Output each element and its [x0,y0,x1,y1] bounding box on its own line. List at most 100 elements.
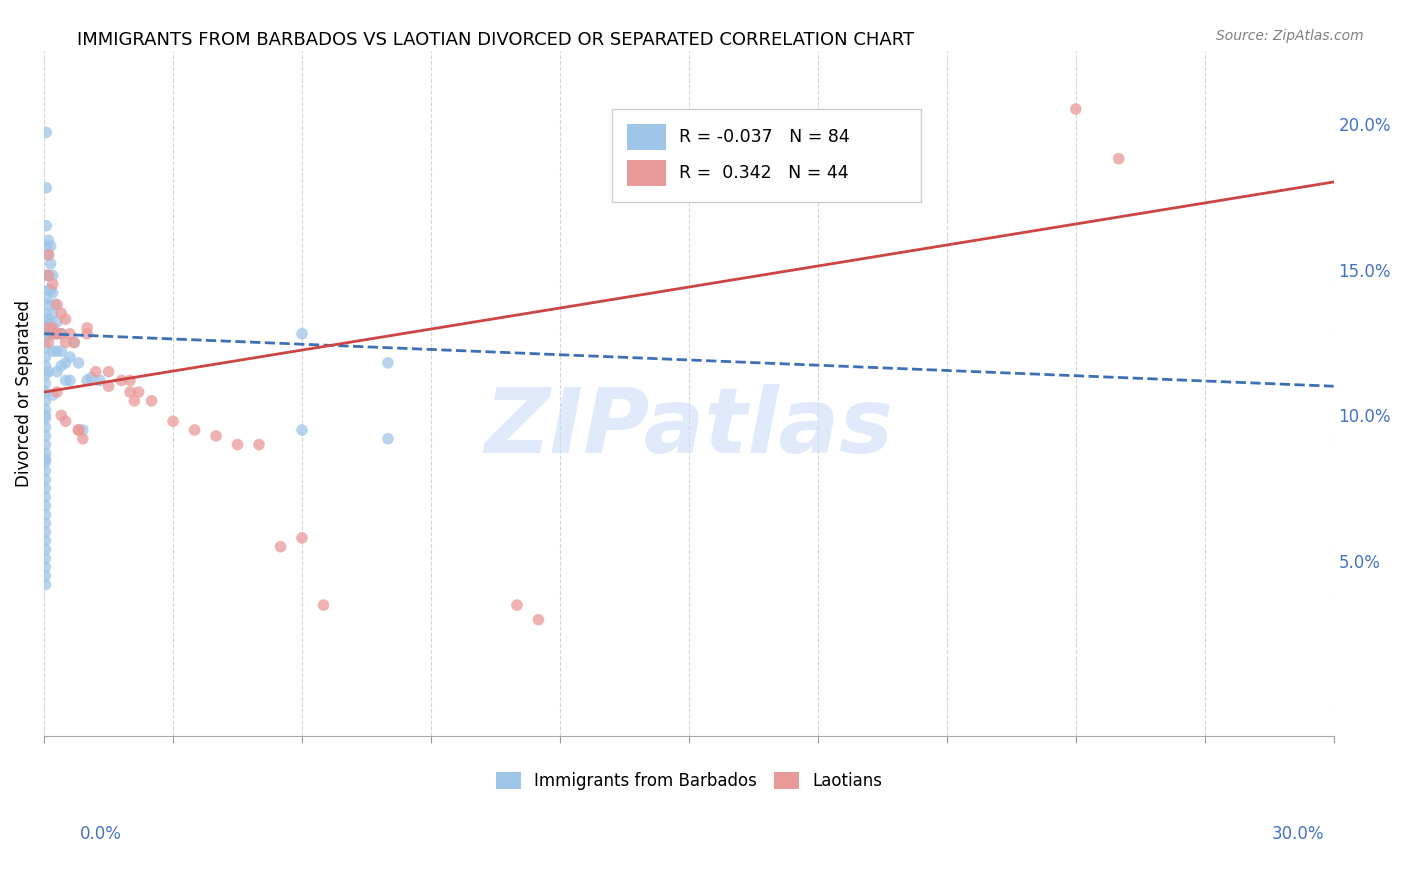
Point [46,315,69,329]
Point [37,335,59,350]
Point [76,373,98,387]
Point [312,598,335,612]
Point [76,326,98,341]
Point [37,326,59,341]
Point [35,312,58,326]
Point [55,373,77,387]
Point [89,373,111,387]
Point [34,499,56,513]
Point [34,464,56,478]
Point [35,292,58,306]
Point [41,388,63,402]
Point [162,414,184,428]
Text: Source: ZipAtlas.com: Source: ZipAtlas.com [1216,29,1364,43]
Point [34,508,56,522]
Point [35,239,58,253]
Point [110,373,132,387]
Point [37,248,59,262]
Point [97,379,120,393]
Point [59,326,82,341]
Point [34,455,56,469]
Point [46,297,69,311]
Point [34,324,56,338]
Point [34,411,56,425]
Point [41,285,63,300]
Point [34,420,56,434]
Point [183,423,205,437]
Point [44,326,66,341]
Point [41,268,63,283]
Text: R = -0.037   N = 84: R = -0.037 N = 84 [679,128,849,146]
Point [37,233,59,247]
Point [55,356,77,370]
Point [55,312,77,326]
Text: 30.0%: 30.0% [1272,825,1324,843]
Y-axis label: Divorced or Separated: Divorced or Separated [15,300,32,487]
Point [44,297,66,311]
Point [34,315,56,329]
Point [63,335,86,350]
Point [34,333,56,347]
Point [37,321,59,335]
Text: R =  0.342   N = 44: R = 0.342 N = 44 [679,164,848,183]
Point [34,577,56,591]
Point [34,473,56,487]
Point [34,446,56,460]
Point [55,335,77,350]
Point [46,326,69,341]
Point [34,481,56,495]
Point [34,569,56,583]
Point [141,393,163,408]
Point [41,326,63,341]
Point [34,490,56,504]
Point [34,306,56,320]
Point [51,409,73,423]
Point [34,437,56,451]
Point [34,350,56,364]
Point [67,423,90,437]
Point [226,437,249,451]
Point [34,429,56,443]
Point [34,525,56,540]
Point [34,542,56,557]
Point [34,393,56,408]
Point [34,516,56,531]
Point [34,376,56,391]
Point [34,409,56,423]
Point [34,533,56,548]
Point [37,297,59,311]
Point [506,598,529,612]
Point [205,429,228,443]
Point [124,393,146,408]
Point [46,385,69,400]
Point [55,414,77,428]
Point [37,283,59,297]
FancyBboxPatch shape [627,124,665,150]
Point [37,312,59,326]
FancyBboxPatch shape [612,109,921,202]
Point [63,335,86,350]
Point [34,551,56,566]
Point [34,452,56,467]
Point [72,432,94,446]
Point [46,365,69,379]
Point [34,385,56,400]
Point [35,219,58,233]
Text: ZIPatlas: ZIPatlas [485,384,893,472]
Point [247,437,270,451]
Point [291,423,314,437]
Point [34,368,56,382]
Point [41,326,63,341]
Point [291,531,314,545]
Point [34,341,56,355]
Point [41,321,63,335]
Point [51,326,73,341]
Point [76,321,98,335]
Point [37,248,59,262]
Point [59,350,82,364]
Point [51,359,73,373]
Point [39,283,62,297]
Point [34,402,56,417]
Point [46,344,69,359]
Point [128,385,150,400]
